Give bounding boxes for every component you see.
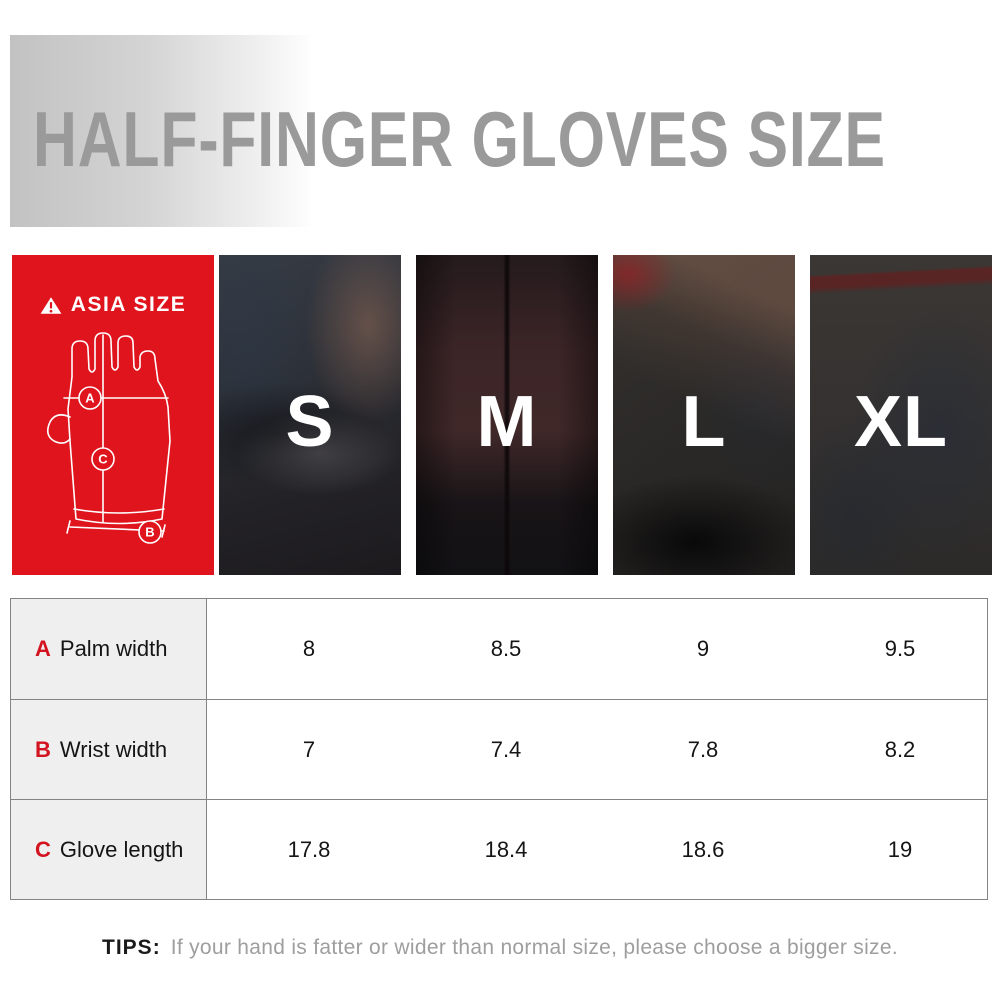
asia-size-header: ASIA SIZE	[12, 293, 214, 317]
row-values: 17.8 18.4 18.6 19	[207, 800, 987, 899]
row-label-cell: A Palm width	[11, 599, 207, 699]
marker-a-label: A	[85, 391, 95, 406]
size-photo-l: L	[613, 255, 795, 575]
marker-c-circle	[91, 447, 115, 471]
glove-cuff-seam	[73, 508, 165, 514]
cell-length-m: 18.4	[484, 836, 528, 862]
tips-label: TIPS:	[102, 936, 161, 959]
cell-wrist-xl: 8.2	[884, 736, 916, 762]
glove-thumb-outline	[46, 414, 71, 444]
cell-length-l: 18.6	[681, 836, 725, 862]
size-letter-m: M	[476, 382, 538, 462]
row-marker-b: B	[35, 736, 51, 762]
cell-wrist-l: 7.8	[687, 736, 719, 762]
cell-length-xl: 19	[887, 836, 913, 862]
cell-wrist-m: 7.4	[490, 736, 522, 762]
row-label-cell: B Wrist width	[11, 700, 207, 799]
warning-triangle-icon	[40, 296, 62, 314]
row-values: 7 7.4 7.8 8.2	[207, 700, 987, 799]
cell-palm-m: 8.5	[490, 636, 522, 661]
title-background-gradient	[10, 35, 315, 227]
marker-b-label: B	[145, 525, 154, 540]
row-label-glove-length: Glove length	[59, 836, 184, 862]
marker-c-label: C	[98, 452, 108, 467]
cell-palm-l: 9	[696, 636, 710, 661]
size-table: A Palm width 8 8.5 9 9.5 B Wrist width 7…	[10, 598, 988, 900]
measure-line-b-tick-left	[66, 520, 71, 534]
row-label-palm-width: Palm width	[59, 636, 168, 661]
size-letter-l: L	[681, 382, 727, 462]
glove-measurement-diagram: A C B	[46, 332, 171, 544]
glove-outline	[67, 332, 171, 525]
size-photo-xl: XL	[810, 255, 992, 575]
marker-a-circle	[78, 386, 102, 410]
asia-size-label: ASIA SIZE	[70, 293, 187, 316]
size-photo-s: S	[219, 255, 401, 575]
cell-length-s: 17.8	[287, 836, 331, 862]
row-marker-a: A	[35, 636, 51, 661]
size-letter-s: S	[285, 382, 335, 462]
size-photo-m: M	[416, 255, 598, 575]
row-label-wrist-width: Wrist width	[59, 736, 168, 762]
tips-text: If your hand is fatter or wider than nor…	[170, 936, 898, 959]
cell-palm-xl: 9.5	[884, 636, 916, 661]
page-title: HALF-FINGER GLOVES SIZE	[33, 95, 886, 183]
size-letter-xl: XL	[853, 382, 948, 462]
row-marker-c: C	[35, 836, 51, 862]
marker-b-circle	[138, 520, 162, 544]
row-label-cell: C Glove length	[11, 800, 207, 899]
asia-size-panel: ASIA SIZE A C B	[12, 255, 214, 575]
measure-line-b-tick-right	[161, 524, 166, 538]
row-values: 8 8.5 9 9.5	[207, 599, 987, 699]
table-row-wrist-width: B Wrist width 7 7.4 7.8 8.2	[11, 699, 987, 799]
cell-palm-s: 8	[302, 636, 316, 661]
table-row-palm-width: A Palm width 8 8.5 9 9.5	[11, 599, 987, 699]
tips-line: TIPS: If your hand is fatter or wider tha…	[0, 936, 1000, 960]
cell-wrist-s: 7	[302, 736, 316, 762]
table-row-glove-length: C Glove length 17.8 18.4 18.6 19	[11, 799, 987, 899]
